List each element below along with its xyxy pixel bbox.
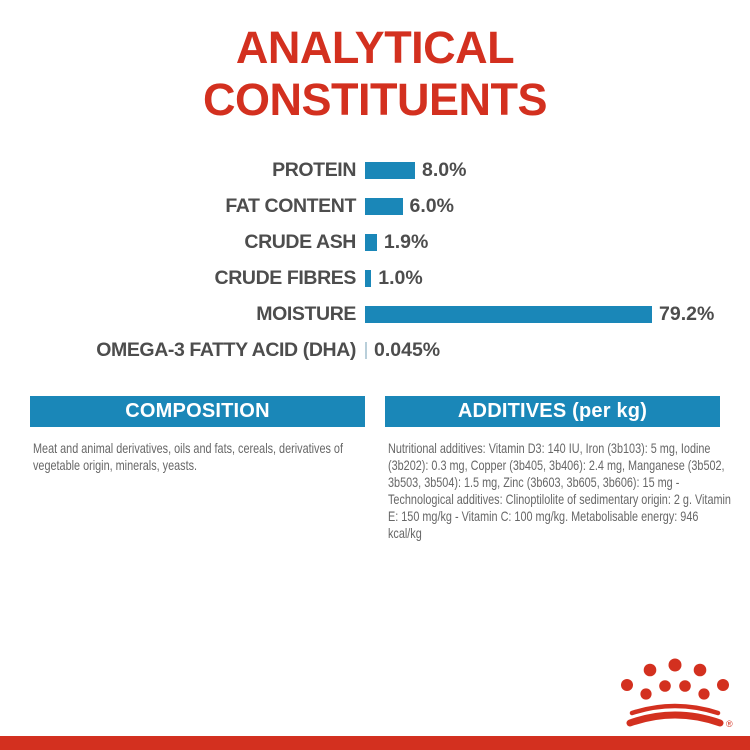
chart-value-label: 79.2% [659, 302, 715, 325]
chart-value-label: 1.0% [378, 266, 423, 289]
composition-section: COMPOSITION Meat and animal derivatives,… [30, 396, 365, 542]
info-sections: COMPOSITION Meat and animal derivatives,… [30, 396, 731, 542]
chart-bar [365, 269, 372, 287]
chart-row: OMEGA-3 FATTY ACID (DHA) 0.045% [0, 332, 750, 368]
crown-band-upper [629, 703, 721, 716]
page-title-line1: ANALYTICAL [235, 22, 515, 73]
chart-row: MOISTURE 79.2% [0, 296, 750, 332]
chart-row-label: MOISTURE [256, 302, 356, 325]
additives-body: Nutritional additives: Vitamin D3: 140 I… [388, 440, 731, 542]
chart-row: FAT CONTENT 6.0% [0, 188, 750, 224]
chart-value-label: 1.9% [383, 230, 429, 253]
chart-row-label: FAT CONTENT [225, 194, 356, 217]
composition-body: Meat and animal derivatives, oils and fa… [33, 440, 343, 474]
chart-row: PROTEIN 8.0% [0, 152, 750, 188]
chart-value-label: 8.0% [422, 158, 467, 181]
chart-bar [365, 197, 403, 215]
chart-bar [365, 341, 367, 359]
registered-mark: ® [726, 719, 733, 729]
chart-bar [365, 233, 377, 251]
chart-row-label: CRUDE FIBRES [214, 266, 357, 289]
chart-row-label: OMEGA-3 FATTY ACID (DHA) [96, 338, 356, 361]
chart-row: CRUDE ASH 1.9% [0, 224, 750, 260]
chart-row-label: CRUDE ASH [244, 230, 356, 253]
chart-value-label: 0.045% [374, 338, 441, 361]
chart-row-label: PROTEIN [272, 158, 356, 181]
composition-header: COMPOSITION [30, 396, 365, 427]
bottom-accent-bar [0, 736, 750, 750]
page-title-line2: CONSTITUENTS [202, 74, 548, 126]
crown-band-lower [626, 711, 724, 727]
chart-bar [365, 161, 415, 179]
page-title: ANALYTICAL CONSTITUENTS [0, 0, 750, 126]
chart-value-label: 6.0% [409, 194, 454, 217]
chart-bar [365, 305, 652, 323]
analytical-constituents-chart: PROTEIN 8.0% FAT CONTENT 6.0% CRUDE ASH 1.9% C… [0, 152, 750, 368]
chart-row: CRUDE FIBRES 1.0% [0, 260, 750, 296]
additives-header: ADDITIVES (per kg) [385, 396, 720, 427]
royal-canin-crown-logo: ® [621, 658, 733, 729]
additives-section: ADDITIVES (per kg) Nutritional additives… [385, 396, 731, 542]
